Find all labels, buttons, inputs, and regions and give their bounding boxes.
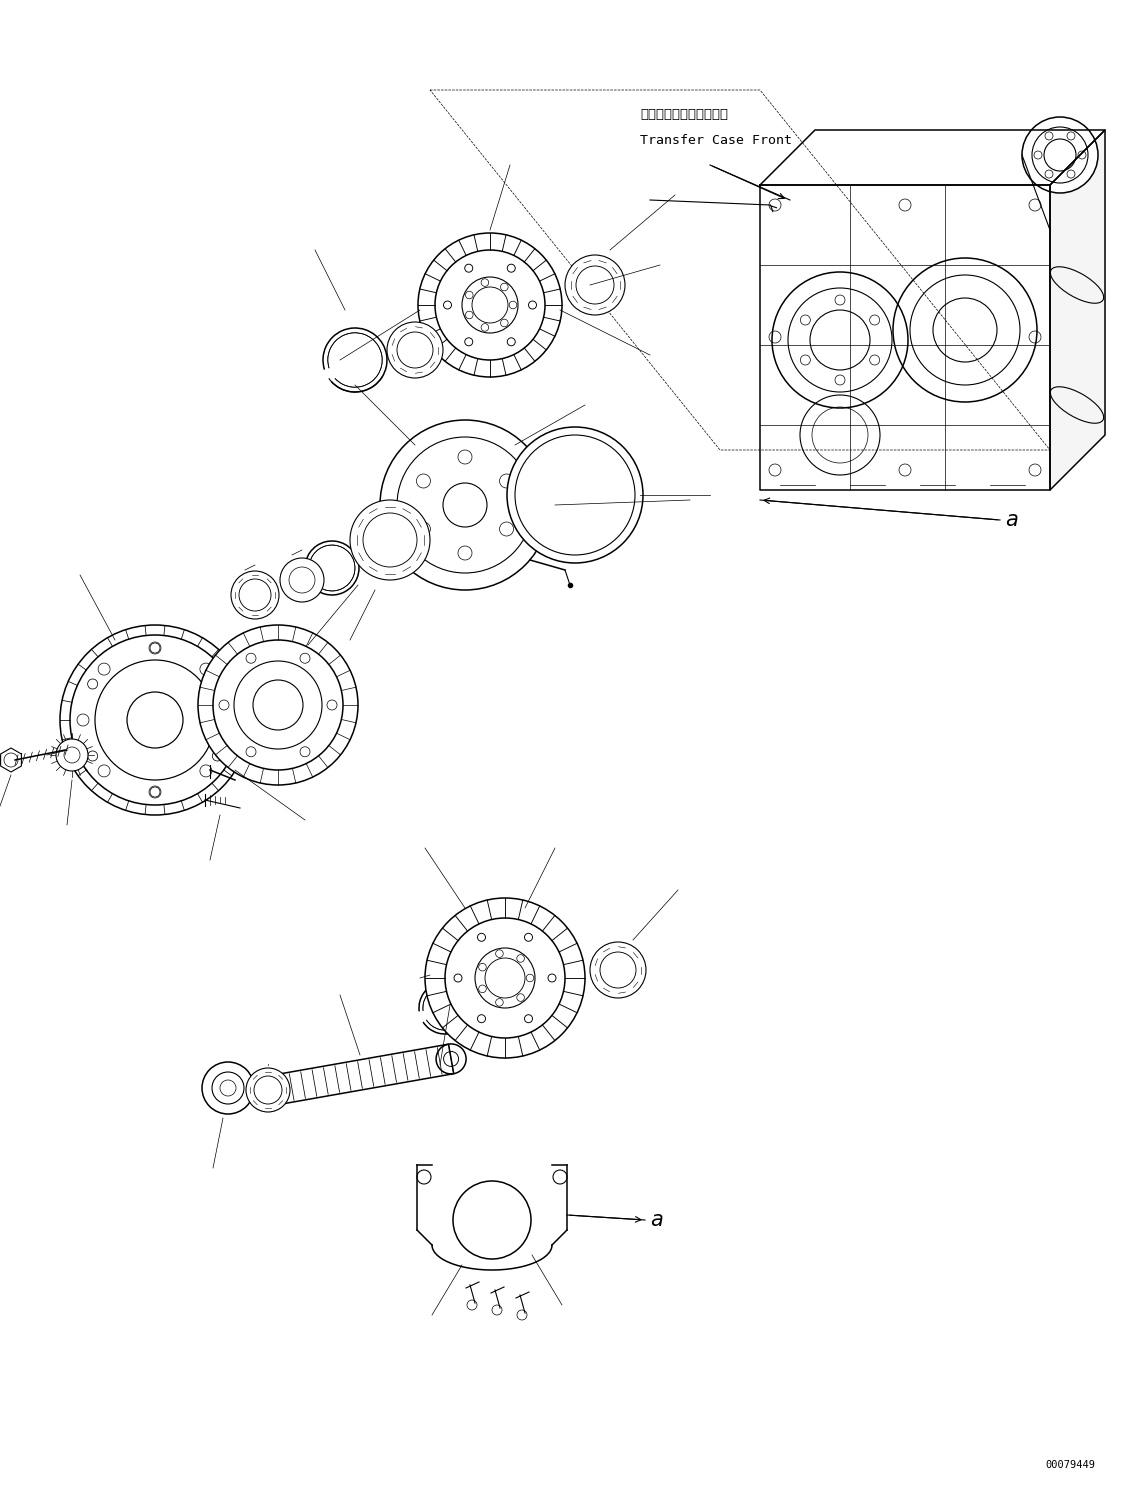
Circle shape	[462, 276, 518, 333]
Circle shape	[425, 898, 586, 1058]
Circle shape	[202, 1062, 254, 1114]
Text: 00079449: 00079449	[1045, 1461, 1095, 1470]
Circle shape	[418, 233, 562, 377]
Polygon shape	[760, 184, 1049, 490]
Text: Transfer Case Front: Transfer Case Front	[640, 134, 792, 147]
Circle shape	[1022, 117, 1098, 193]
Circle shape	[380, 421, 550, 590]
Circle shape	[280, 559, 324, 602]
Circle shape	[387, 322, 443, 377]
Circle shape	[590, 942, 646, 999]
Polygon shape	[760, 129, 1105, 184]
Circle shape	[507, 426, 644, 563]
Circle shape	[60, 626, 250, 814]
Polygon shape	[266, 1045, 454, 1106]
Text: a: a	[1005, 510, 1018, 531]
Circle shape	[475, 948, 536, 1008]
Circle shape	[565, 256, 625, 315]
Circle shape	[246, 1068, 290, 1112]
Polygon shape	[1049, 129, 1105, 490]
Text: トランスファケース前方: トランスファケース前方	[640, 108, 728, 122]
Circle shape	[198, 626, 358, 785]
Polygon shape	[417, 1165, 567, 1245]
Circle shape	[231, 571, 279, 620]
Text: a: a	[650, 1210, 663, 1230]
Circle shape	[56, 739, 88, 771]
Circle shape	[350, 499, 430, 580]
